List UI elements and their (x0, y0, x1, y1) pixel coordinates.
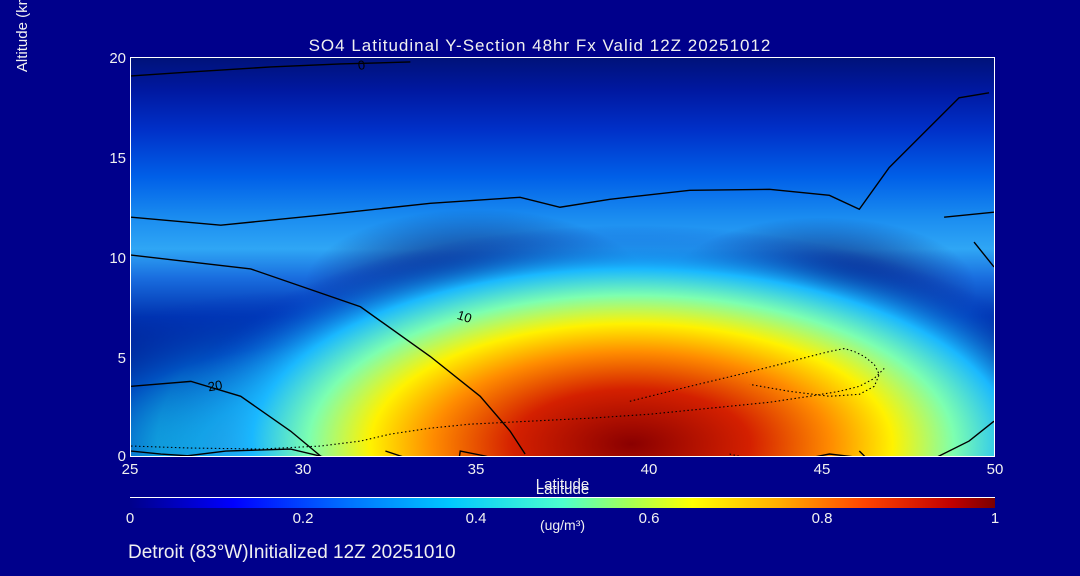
svg-text:0: 0 (766, 454, 774, 456)
y-tick-20: 20 (104, 50, 126, 67)
chart-title: SO4 Latitudinal Y-Section 48hr Fx Valid … (0, 36, 1080, 56)
colorbar-title: Latitude (130, 476, 995, 493)
footer-caption: Detroit (83°W)Initialized 12Z 20251010 (128, 542, 456, 564)
colorbar-gradient (130, 497, 995, 508)
y-axis-title: Altitude (km) (14, 0, 31, 130)
colorbar-unit-label: (ug/m³) (130, 517, 995, 533)
y-tick-5: 5 (104, 350, 126, 367)
svg-text:10: 10 (455, 307, 473, 326)
heatmap-plot-area[interactable]: 0 10 20 10 0 0 10 0 (130, 57, 995, 457)
colorbar[interactable]: Latitude 0 0.2 0.4 0.6 0.8 1 (ug/m³) (130, 497, 995, 528)
contour-lines-overlay: 0 10 20 10 0 0 10 0 (131, 58, 994, 456)
svg-text:20: 20 (207, 377, 224, 394)
y-tick-15: 15 (104, 150, 126, 167)
svg-text:0: 0 (357, 58, 366, 73)
y-tick-10: 10 (104, 250, 126, 267)
so4-latitudinal-section-window: SO4 Latitudinal Y-Section 48hr Fx Valid … (0, 0, 1080, 576)
